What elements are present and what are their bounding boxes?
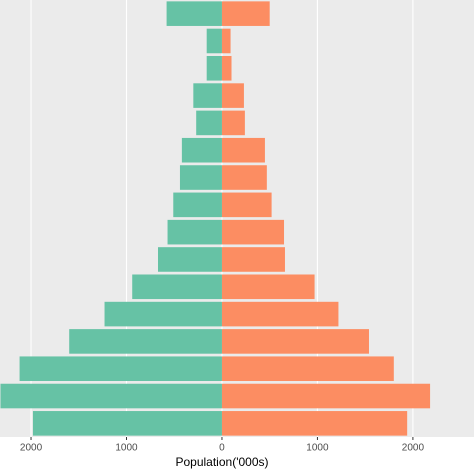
bar <box>173 192 222 218</box>
bar <box>167 219 222 245</box>
x-tick-label: 2000 <box>20 443 43 454</box>
bar <box>193 83 222 108</box>
bar <box>69 329 222 354</box>
bar <box>221 247 285 272</box>
bar <box>206 28 222 54</box>
bar <box>221 219 285 245</box>
bar <box>32 411 222 436</box>
bar <box>166 1 222 26</box>
bar <box>179 165 222 190</box>
x-tick-label: 2000 <box>402 443 425 454</box>
bar <box>221 329 369 354</box>
bar <box>196 110 222 136</box>
x-tick-label: 1000 <box>306 443 329 454</box>
bar <box>221 192 272 218</box>
bar <box>221 110 245 136</box>
bar <box>221 55 232 81</box>
bar <box>221 411 408 436</box>
bar <box>158 247 222 272</box>
bar <box>104 301 222 327</box>
bar <box>221 1 270 26</box>
bar <box>181 137 222 163</box>
bar <box>221 137 265 163</box>
bar <box>221 301 339 327</box>
x-axis-label: Population('000s) <box>175 455 268 469</box>
bar <box>221 28 231 54</box>
bar <box>221 83 244 108</box>
bar <box>221 165 267 190</box>
bar <box>19 356 222 382</box>
bar <box>0 383 222 409</box>
bar <box>221 274 315 300</box>
bar <box>132 274 222 300</box>
x-tick-label: 0 <box>219 443 225 454</box>
bar <box>221 383 431 409</box>
x-tick-label: 1000 <box>115 443 138 454</box>
bar <box>206 55 222 81</box>
bar <box>221 356 394 382</box>
